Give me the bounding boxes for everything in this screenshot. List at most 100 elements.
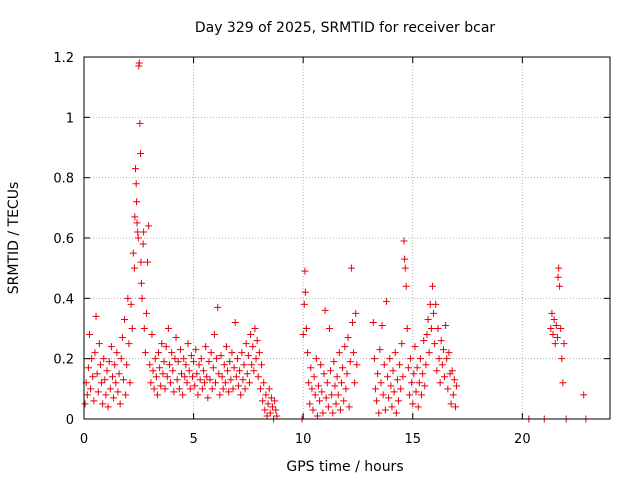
data-point (263, 412, 271, 420)
x-tick-label: 5 (189, 432, 197, 447)
data-point (393, 376, 401, 384)
data-point (391, 349, 399, 357)
data-point (201, 379, 209, 387)
data-point (408, 379, 416, 387)
data-point (321, 306, 329, 314)
data-point (90, 397, 98, 405)
data-point (114, 388, 122, 396)
data-point (557, 325, 565, 332)
axis-ticks (83, 56, 610, 420)
data-point (428, 282, 436, 290)
data-point (450, 376, 458, 384)
data-point (329, 409, 337, 417)
data-point (309, 406, 317, 414)
data-point (141, 349, 149, 357)
data-point (331, 382, 339, 390)
data-point (260, 379, 268, 387)
data-point (124, 294, 132, 302)
data-point (336, 406, 344, 414)
data-point (105, 358, 113, 366)
x-tick-label: 10 (295, 432, 312, 447)
data-point (93, 370, 101, 378)
data-point (134, 228, 142, 236)
data-point (305, 379, 313, 387)
data-point (218, 373, 226, 381)
data-point (560, 340, 568, 348)
data-point (427, 325, 435, 332)
y-tick-label: 0.4 (53, 292, 74, 307)
data-point (151, 355, 159, 363)
data-point (433, 367, 441, 375)
data-point (233, 355, 241, 363)
data-point (338, 379, 346, 387)
data-point (311, 391, 319, 399)
data-point (161, 385, 169, 393)
data-points (81, 59, 590, 423)
data-point (378, 321, 386, 329)
data-point (261, 406, 269, 414)
data-point (396, 361, 404, 369)
tick-labels: 0 5 10 15 20 0 0.2 0.4 0.6 0.8 1 1.2 (53, 51, 530, 447)
data-point (300, 300, 308, 308)
data-point (243, 370, 251, 378)
data-point (299, 331, 307, 339)
data-point (371, 385, 379, 393)
data-point (374, 370, 382, 378)
data-point (106, 385, 114, 393)
data-point (258, 361, 266, 369)
data-point (345, 403, 353, 411)
data-point (370, 355, 378, 363)
data-point (395, 397, 403, 405)
data-point (350, 349, 358, 357)
data-point (190, 358, 198, 366)
data-point (369, 318, 377, 326)
data-point (413, 364, 421, 372)
chart-title: Day 329 of 2025, SRMTID for receiver bca… (195, 20, 496, 36)
data-point (183, 379, 191, 387)
data-point (92, 312, 100, 320)
data-point (147, 379, 155, 387)
x-tick-label: 20 (514, 432, 531, 447)
data-point (138, 294, 146, 302)
data-point (150, 385, 158, 393)
data-point (397, 385, 405, 393)
data-point (403, 325, 411, 332)
data-point (117, 355, 125, 363)
data-point (170, 388, 178, 396)
data-point (140, 325, 148, 332)
data-point (136, 119, 144, 127)
data-point (181, 373, 189, 381)
data-point (330, 358, 338, 366)
data-point (175, 385, 183, 393)
data-point (306, 400, 314, 408)
data-point (230, 364, 238, 372)
data-point (382, 297, 390, 305)
data-point (401, 264, 409, 272)
y-axis-label: SRMTID / TECUs (6, 182, 22, 295)
data-point (442, 321, 450, 329)
data-point (125, 340, 133, 348)
data-point (334, 391, 342, 399)
data-point (342, 385, 350, 393)
data-point (254, 373, 262, 381)
data-point (438, 361, 446, 369)
y-tick-label: 0.6 (53, 232, 74, 247)
data-point (142, 309, 150, 317)
data-point (387, 382, 395, 390)
data-point (137, 258, 145, 266)
data-point (318, 388, 326, 396)
data-point (553, 334, 561, 342)
data-point (180, 355, 188, 363)
data-point (325, 325, 333, 332)
data-point (168, 349, 176, 357)
data-point (83, 391, 91, 399)
data-point (122, 391, 130, 399)
data-point (134, 234, 142, 242)
data-point (187, 352, 195, 360)
data-point (226, 358, 234, 366)
data-point (375, 409, 383, 417)
data-point (386, 355, 394, 363)
data-point (144, 258, 152, 266)
data-point (198, 385, 206, 393)
